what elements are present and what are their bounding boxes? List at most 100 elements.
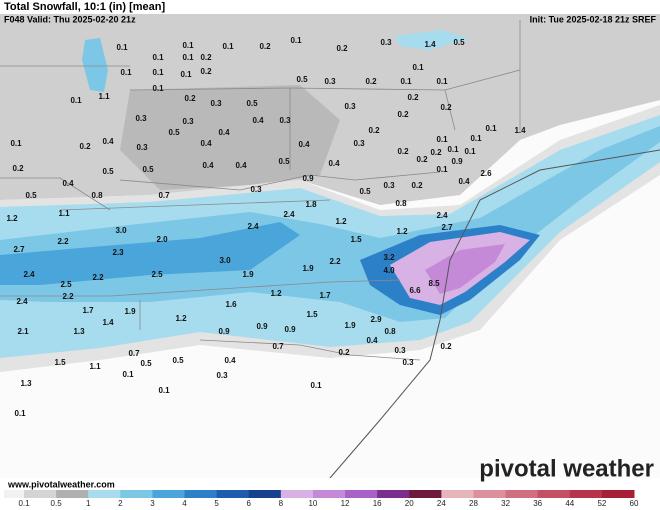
snow-label: 0.1 — [152, 68, 164, 77]
colorbar-box — [441, 490, 474, 498]
colorbar-box — [312, 490, 346, 498]
snow-label: 0.7 — [272, 342, 284, 351]
snow-label: 2.0 — [156, 235, 168, 244]
snow-label: 0.1 — [290, 36, 302, 45]
snow-label: 0.3 — [135, 114, 147, 123]
snow-label: 0.1 — [182, 41, 194, 50]
snow-label: 0.4 — [235, 161, 247, 170]
snow-label: 0.5 — [102, 167, 114, 176]
snow-label: 0.2 — [200, 53, 212, 62]
snow-label: 0.1 — [485, 124, 497, 133]
snow-label: 1.5 — [306, 310, 318, 319]
snow-label: 0.1 — [436, 165, 448, 174]
snow-label: 1.6 — [225, 300, 237, 309]
snow-label: 1.5 — [350, 235, 362, 244]
snow-label: 0.4 — [218, 128, 230, 137]
colorbar-box — [152, 490, 186, 498]
snow-label: 2.4 — [436, 211, 448, 220]
colorbar-box — [409, 490, 442, 498]
snow-label: 0.8 — [384, 327, 396, 336]
snow-label: 1.9 — [242, 270, 254, 279]
init-time: Init: Tue 2025-02-18 21z SREF — [530, 14, 657, 24]
colorbar-tick-label: 5 — [214, 499, 219, 508]
snow-label: 0.2 — [440, 342, 452, 351]
snow-label: 3.0 — [219, 256, 231, 265]
colorbar-box — [88, 490, 121, 498]
colorbar-box — [377, 490, 410, 498]
snow-label: 0.7 — [128, 349, 140, 358]
snow-label: 0.5 — [25, 191, 37, 200]
snow-label: 0.4 — [252, 116, 264, 125]
snow-label: 0.4 — [328, 159, 340, 168]
snow-label: 0.2 — [365, 77, 377, 86]
snow-label: 0.5 — [278, 157, 290, 166]
snow-label: 0.2 — [430, 148, 442, 157]
snow-label: 2.5 — [151, 270, 163, 279]
snow-label: 0.1 — [14, 409, 26, 418]
snow-label: 1.4 — [424, 40, 436, 49]
colorbar-box — [184, 490, 218, 498]
colorbar-box — [505, 490, 539, 498]
snow-label: 1.3 — [73, 327, 85, 336]
snow-label: 0.9 — [302, 174, 314, 183]
snow-label: 2.2 — [92, 273, 104, 282]
snow-label: 0.3 — [250, 185, 262, 194]
snow-label: 0.5 — [246, 99, 258, 108]
snow-label: 1.9 — [344, 321, 356, 330]
snow-label: 1.1 — [89, 362, 101, 371]
snow-label: 2.2 — [329, 257, 341, 266]
snow-label: 0.1 — [470, 134, 482, 143]
snow-label: 1.7 — [82, 306, 94, 315]
snow-label: 6.6 — [409, 286, 421, 295]
colorbar-tick-label: 20 — [405, 499, 414, 508]
snow-label: 0.5 — [168, 128, 180, 137]
snow-label: 0.8 — [91, 191, 103, 200]
snow-label: 0.2 — [338, 348, 350, 357]
colorbar-box — [345, 490, 378, 498]
colorbar-tick-label: 0.5 — [51, 499, 63, 508]
snow-label: 0.2 — [79, 142, 91, 151]
snow-label: 1.2 — [396, 227, 408, 236]
map-base — [0, 14, 660, 479]
snow-label: 0.4 — [62, 179, 74, 188]
snow-label: 0.1 — [182, 53, 194, 62]
snow-label: 2.7 — [13, 245, 25, 254]
snow-label: 0.2 — [407, 93, 419, 102]
snow-label: 0.2 — [184, 94, 196, 103]
snow-label: 3.0 — [115, 226, 127, 235]
snow-label: 0.5 — [142, 165, 154, 174]
snow-label: 1.1 — [98, 92, 110, 101]
snow-label: 0.2 — [440, 103, 452, 112]
snow-label: 0.3 — [380, 38, 392, 47]
snow-label: 0.1 — [122, 370, 134, 379]
snow-label: 2.4 — [16, 297, 28, 306]
colorbar-tick-label: 36 — [533, 499, 542, 508]
snow-label: 2.5 — [60, 280, 72, 289]
colorbar-box — [24, 490, 57, 498]
snow-label: 0.1 — [120, 68, 132, 77]
colorbar-tick-label: 52 — [597, 499, 606, 508]
valid-time: F048 Valid: Thu 2025-02-20 21z — [4, 14, 136, 24]
colorbar-box — [248, 490, 282, 498]
snow-label: 0.2 — [200, 67, 212, 76]
snow-label: 0.1 — [447, 145, 459, 154]
colorbar-tick-label: 6 — [247, 499, 252, 508]
snow-label: 0.2 — [397, 110, 409, 119]
snow-label: 0.1 — [180, 70, 192, 79]
snow-label: 1.5 — [54, 358, 66, 367]
snow-label: 0.3 — [394, 346, 406, 355]
snow-label: 0.2 — [336, 44, 348, 53]
colorbar-tick-label: 60 — [630, 499, 639, 508]
snow-label: 0.2 — [259, 42, 271, 51]
snow-label: 1.7 — [319, 291, 331, 300]
snow-label: 0.3 — [383, 181, 395, 190]
colorbar-box — [473, 490, 507, 498]
colorbar-box — [120, 490, 153, 498]
snow-label: 0.3 — [279, 116, 291, 125]
snow-label: 1.4 — [102, 318, 114, 327]
snow-label: 2.9 — [370, 315, 382, 324]
colorbar-box — [4, 490, 24, 498]
colorbar-box — [537, 490, 571, 498]
snow-label: 2.2 — [62, 292, 74, 301]
